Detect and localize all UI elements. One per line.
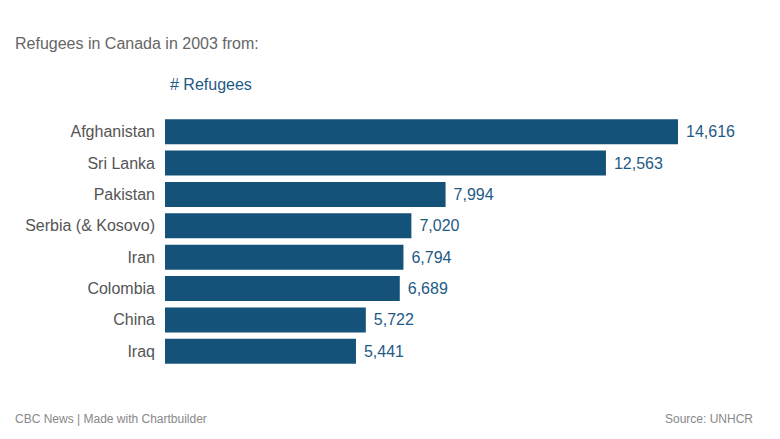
svg-text:7,020: 7,020 bbox=[419, 217, 459, 234]
svg-text:5,441: 5,441 bbox=[364, 343, 404, 360]
svg-text:Iraq: Iraq bbox=[127, 343, 155, 360]
svg-text:Afghanistan: Afghanistan bbox=[70, 123, 155, 140]
svg-text:Sri Lanka: Sri Lanka bbox=[87, 155, 155, 172]
svg-text:Pakistan: Pakistan bbox=[94, 186, 155, 203]
svg-text:Serbia (& Kosovo): Serbia (& Kosovo) bbox=[25, 217, 155, 234]
svg-text:China: China bbox=[113, 311, 155, 328]
svg-text:5,722: 5,722 bbox=[374, 311, 414, 328]
svg-text:Refugees in Canada in 2003 fro: Refugees in Canada in 2003 from: bbox=[15, 35, 259, 52]
svg-text:Colombia: Colombia bbox=[87, 280, 155, 297]
svg-text:6,689: 6,689 bbox=[408, 280, 448, 297]
svg-text:7,994: 7,994 bbox=[454, 186, 494, 203]
svg-text:6,794: 6,794 bbox=[411, 249, 451, 266]
svg-text:14,616: 14,616 bbox=[686, 123, 735, 140]
svg-text:# Refugees: # Refugees bbox=[170, 76, 252, 93]
svg-text:Iran: Iran bbox=[127, 249, 155, 266]
svg-text:12,563: 12,563 bbox=[614, 155, 663, 172]
svg-text:CBC News | Made with Chartbuil: CBC News | Made with Chartbuilder bbox=[15, 412, 207, 426]
svg-text:Source: UNHCR: Source: UNHCR bbox=[665, 412, 753, 426]
